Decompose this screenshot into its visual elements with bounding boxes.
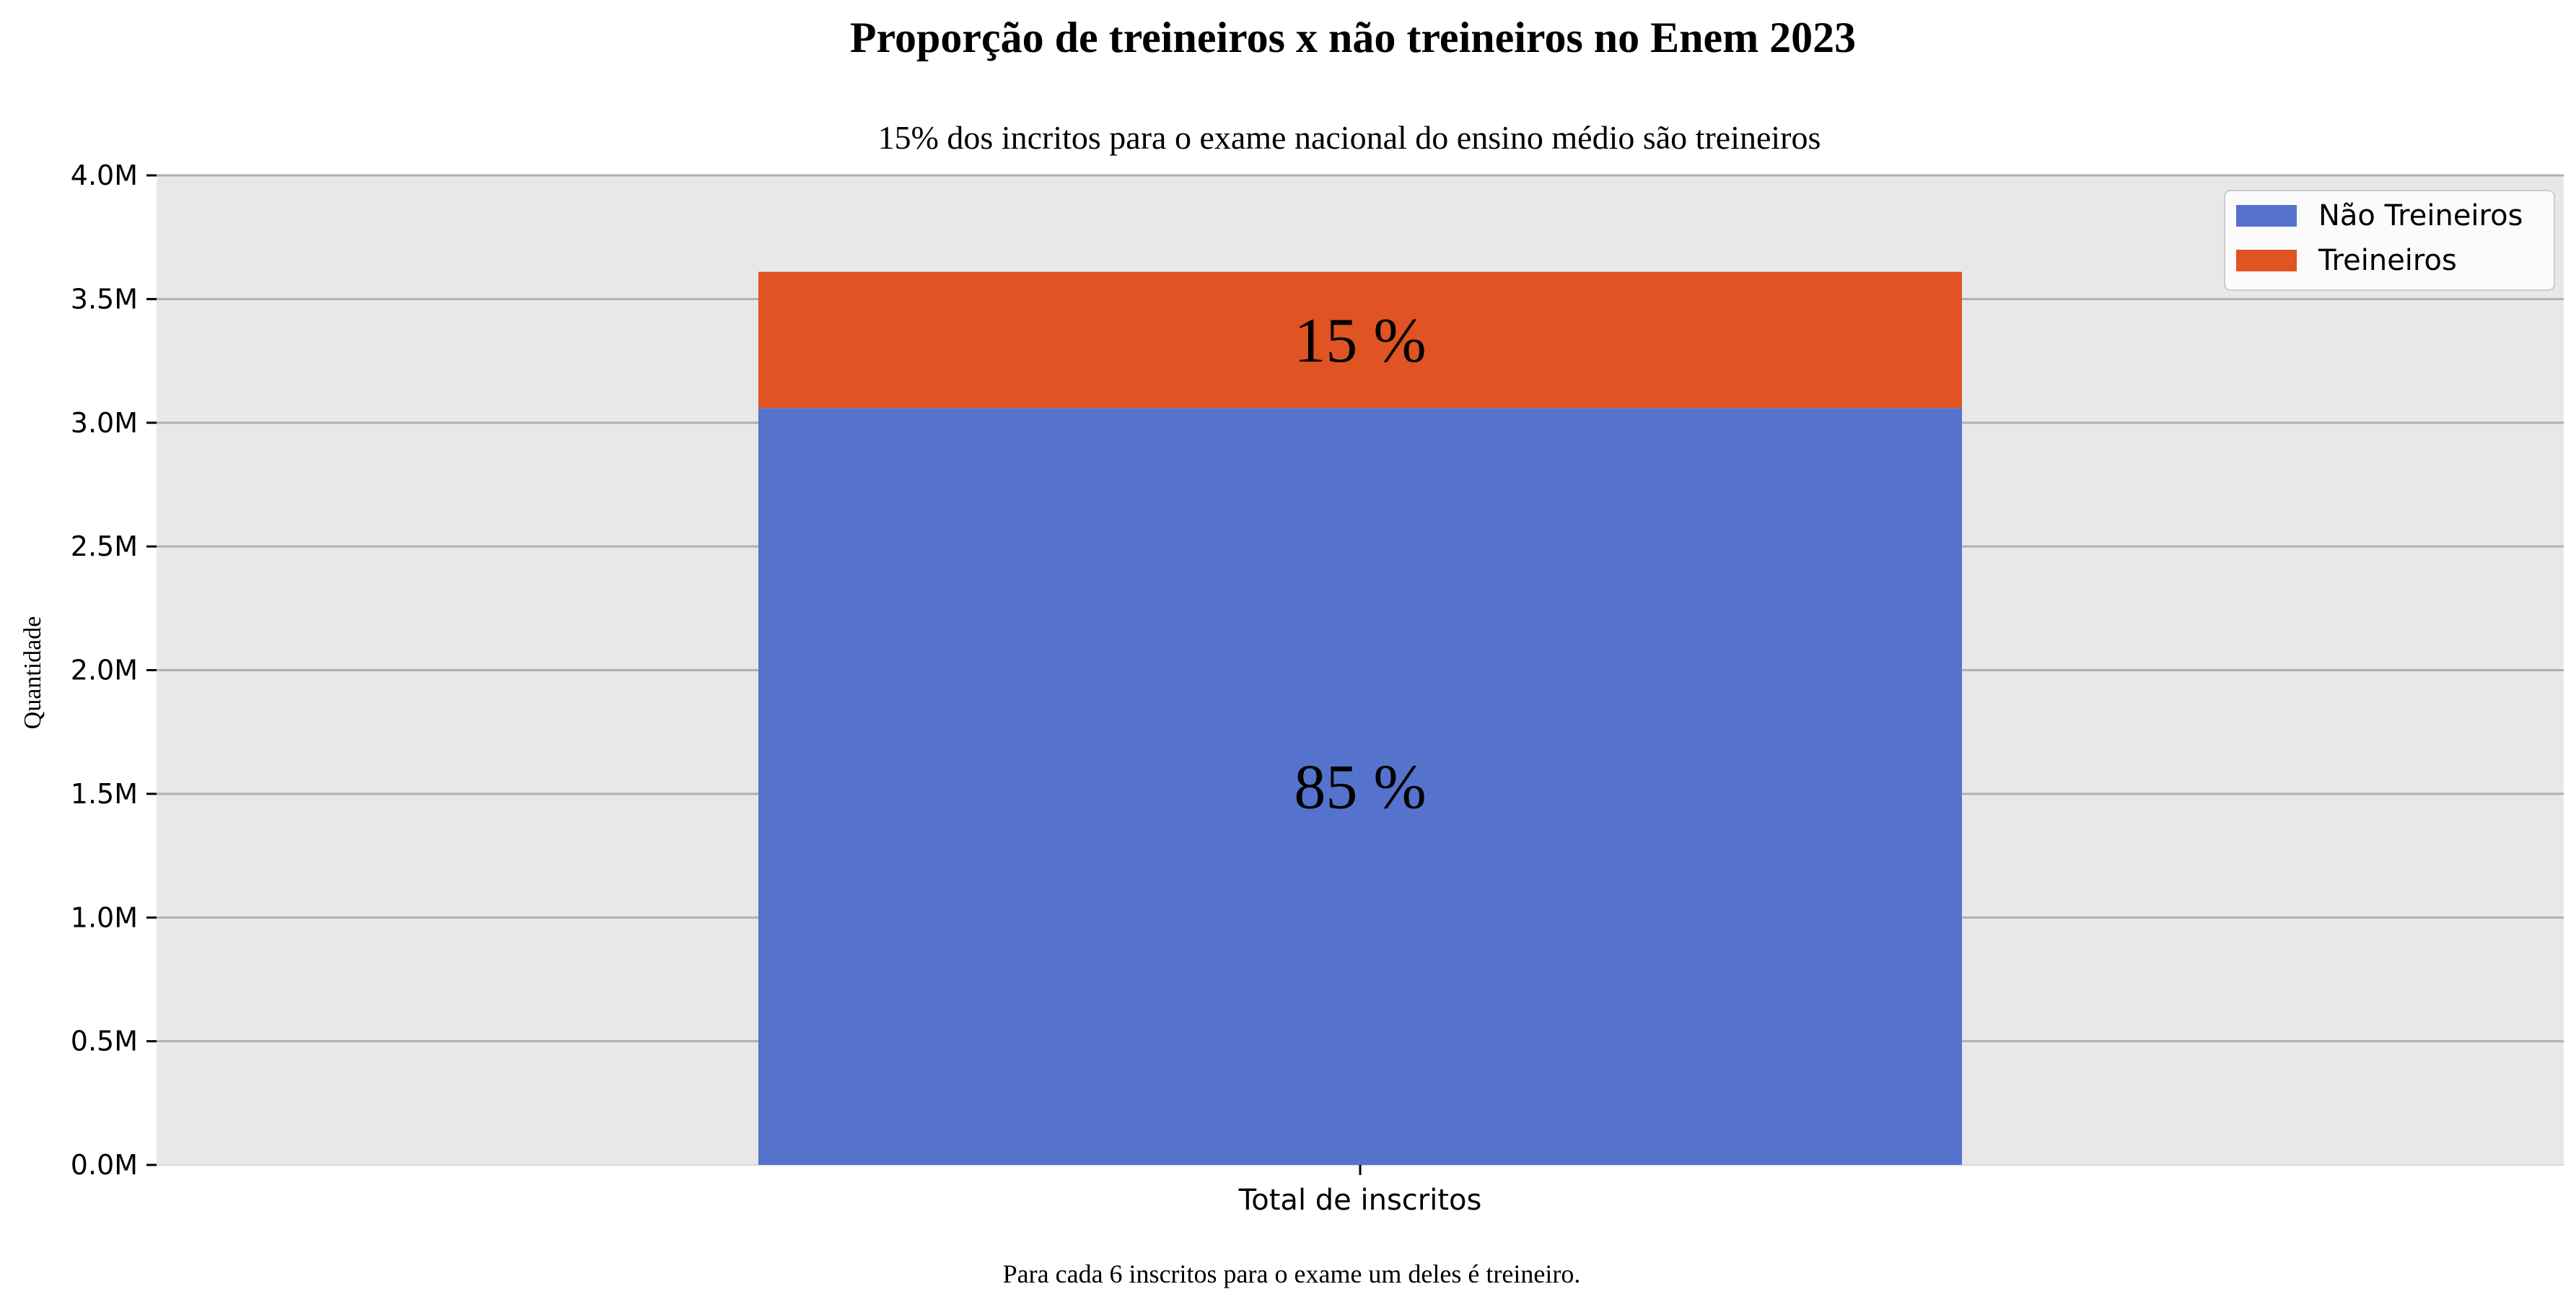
data-label: 15 % — [1294, 306, 1426, 376]
chart-title: Proporção de treineiros x não treineiros… — [850, 14, 1856, 61]
legend-label: Treineiros — [2318, 244, 2457, 277]
axes: 0.0M 0.5M 1.0M 1.5M 2.0M 2.5M 3.0M 3.5M 4.0M Tota… — [71, 160, 2564, 1217]
y-tick-label: 1.5M — [71, 778, 138, 810]
x-tick-label: Total de inscritos — [1238, 1184, 1482, 1217]
bars — [758, 271, 1962, 1165]
data-label: 85 % — [1294, 753, 1426, 823]
y-tick-label: 1.0M — [71, 901, 138, 933]
chart-subtitle: 15% dos incritos para o exame nacional d… — [878, 119, 1821, 156]
y-tick-label: 4.0M — [71, 160, 138, 191]
y-tick-label: 3.5M — [71, 283, 138, 315]
bar-segment — [758, 271, 1962, 409]
legend-label: Não Treineiros — [2318, 199, 2523, 232]
legend-box — [2224, 190, 2555, 291]
legend-swatch — [2236, 205, 2297, 227]
bar-segment — [758, 408, 1962, 1165]
y-tick-label: 0.5M — [71, 1026, 138, 1057]
legend-swatch — [2236, 250, 2297, 271]
footnote: Para cada 6 inscritos para o exame um de… — [1003, 1259, 1581, 1288]
data-labels: 85 % 15 % — [1294, 306, 1426, 823]
legend: Não Treineiros Treineiros — [2224, 190, 2555, 291]
y-tick-label: 2.0M — [71, 655, 138, 686]
y-tick-label: 2.5M — [71, 530, 138, 562]
y-axis-label: Quantidade — [19, 616, 46, 730]
y-tick-label: 3.0M — [71, 407, 138, 439]
y-tick-label: 0.0M — [71, 1149, 138, 1181]
